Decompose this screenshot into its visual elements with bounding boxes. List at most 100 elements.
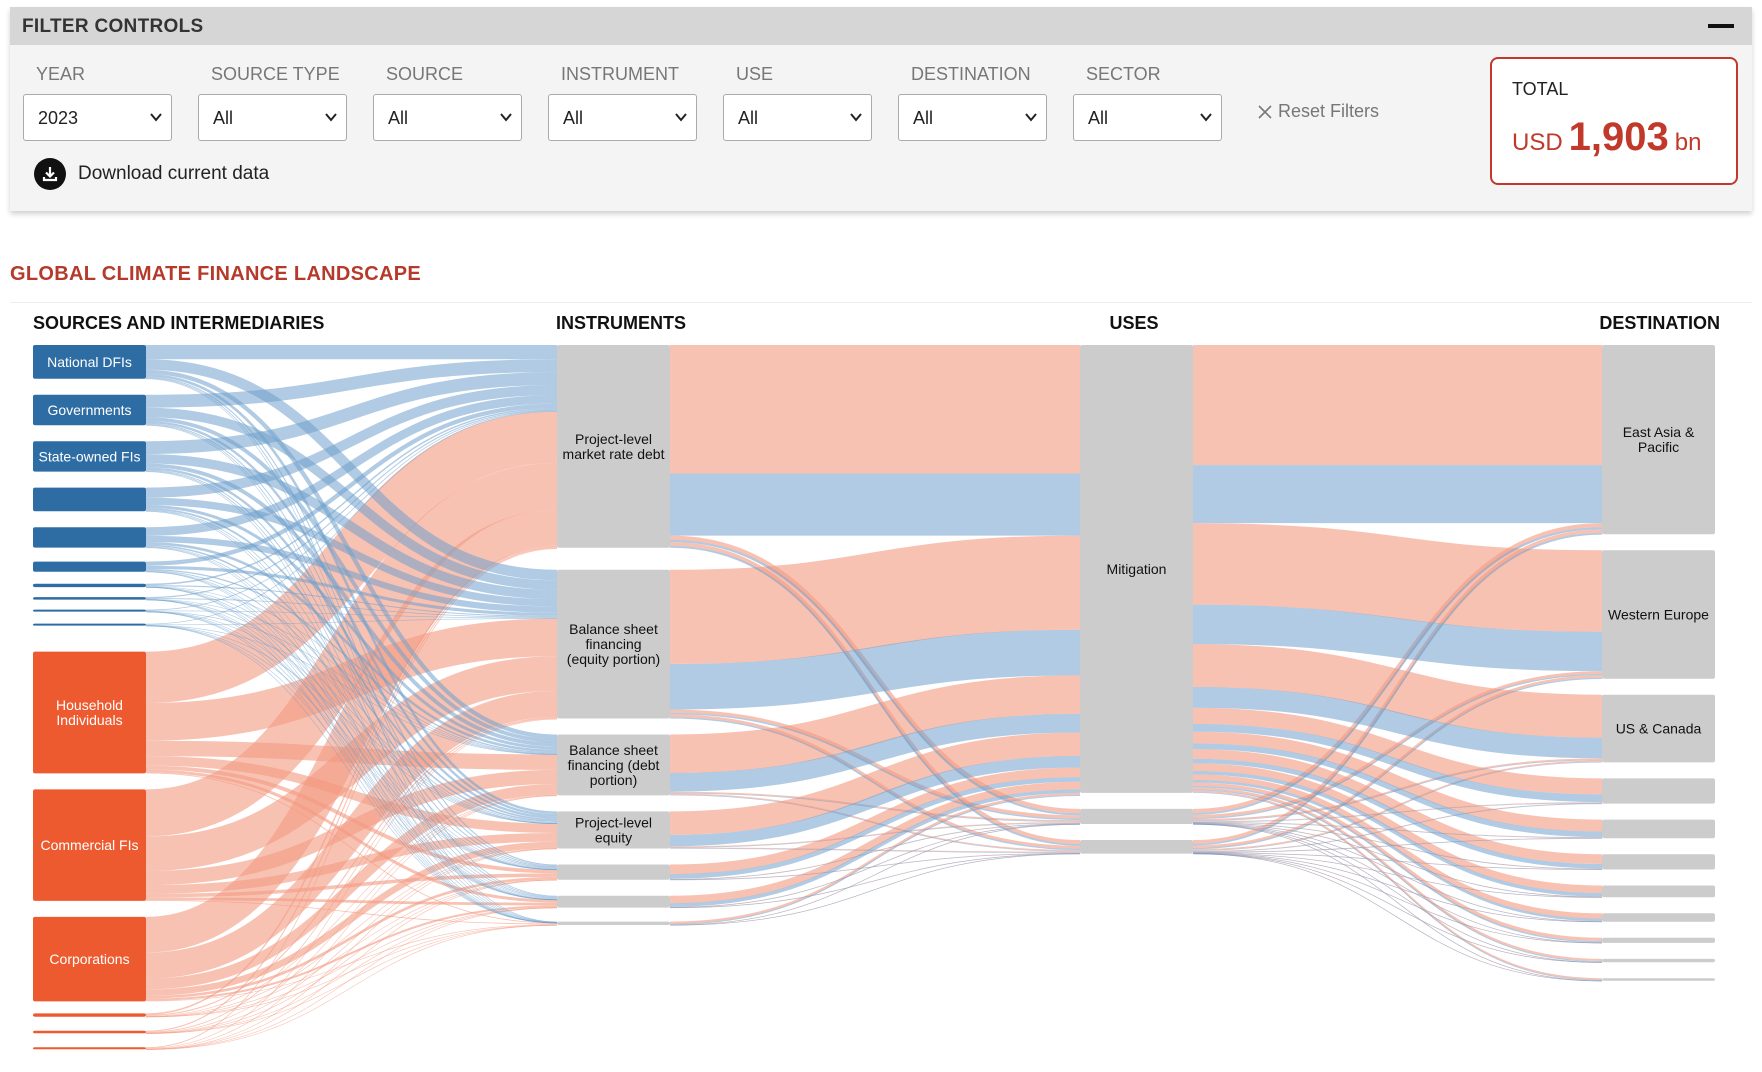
flow-link[interactable] (1192, 761, 1603, 852)
flow-link[interactable] (669, 709, 1081, 819)
flow-link[interactable] (145, 463, 558, 747)
flow-link[interactable] (669, 542, 1081, 844)
flow-link[interactable] (145, 924, 558, 1050)
flow-link[interactable] (145, 611, 558, 824)
flow-link[interactable] (145, 394, 558, 536)
node-national-dfis[interactable] (33, 345, 146, 379)
flow-link[interactable] (1192, 853, 1603, 963)
flow-link[interactable] (669, 535, 1081, 664)
collapse-icon[interactable] (1708, 24, 1734, 28)
flow-link[interactable] (1192, 785, 1603, 943)
flow-link[interactable] (145, 907, 558, 1050)
flow-link[interactable] (669, 629, 1081, 710)
flow-link[interactable] (145, 924, 558, 1034)
node[interactable] (1080, 840, 1193, 854)
flow-link[interactable] (145, 599, 558, 924)
flow-link[interactable] (145, 410, 558, 611)
node-state-owned-fis[interactable] (33, 441, 146, 472)
flow-link[interactable] (1192, 677, 1603, 850)
node[interactable] (33, 527, 146, 548)
flow-link[interactable] (145, 795, 558, 1050)
node-balance-sheet-financing-debt-portion[interactable] (557, 734, 670, 796)
flow-link[interactable] (145, 718, 558, 1049)
flow-link[interactable] (1192, 822, 1603, 839)
instrument-select[interactable]: All (548, 94, 697, 141)
flow-link[interactable] (145, 571, 558, 900)
flow-link[interactable] (1192, 853, 1603, 923)
flow-link[interactable] (145, 544, 558, 823)
flow-link[interactable] (145, 848, 558, 1034)
flow-link[interactable] (145, 586, 558, 754)
node[interactable] (557, 921, 670, 925)
flow-link[interactable] (145, 924, 558, 1018)
source-select[interactable]: All (373, 94, 522, 141)
flow-link[interactable] (145, 425, 558, 923)
flow-link[interactable] (145, 407, 558, 590)
flow-link[interactable] (145, 879, 558, 1018)
flow-link[interactable] (145, 848, 558, 1050)
flow-link[interactable] (669, 717, 1081, 851)
flow-link[interactable] (1192, 821, 1603, 838)
flow-link[interactable] (145, 625, 558, 871)
flow-link[interactable] (145, 841, 558, 996)
flow-link[interactable] (145, 407, 558, 586)
node-balance-sheet-financing-equity-portion[interactable] (557, 569, 670, 719)
source-type-select[interactable]: All (198, 94, 347, 141)
flow-link[interactable] (145, 509, 558, 869)
node[interactable] (33, 597, 146, 600)
flow-link[interactable] (1192, 671, 1603, 818)
flow-link[interactable] (1192, 759, 1603, 822)
flow-link[interactable] (145, 618, 558, 626)
flow-link[interactable] (1192, 770, 1603, 897)
node-corporations[interactable] (33, 916, 146, 1002)
flow-link[interactable] (145, 598, 558, 755)
flow-link[interactable] (145, 409, 558, 599)
flow-link[interactable] (669, 823, 1081, 880)
flow-link[interactable] (145, 611, 558, 755)
flow-link[interactable] (669, 848, 1081, 854)
flow-link[interactable] (145, 377, 558, 897)
flow-link[interactable] (145, 599, 558, 824)
node[interactable] (33, 583, 146, 588)
year-select[interactable]: 2023 (23, 94, 172, 141)
flow-link[interactable] (1192, 758, 1603, 869)
flow-link[interactable] (145, 504, 558, 750)
flow-link[interactable] (1192, 823, 1603, 944)
flow-link[interactable] (145, 372, 558, 455)
flow-link[interactable] (1192, 731, 1603, 832)
flow-link[interactable] (669, 767, 1081, 875)
flow-link[interactable] (1192, 802, 1603, 852)
flow-link[interactable] (145, 454, 558, 600)
flow-link[interactable] (1192, 760, 1603, 851)
flow-link[interactable] (669, 822, 1081, 848)
use-select[interactable]: All (723, 94, 872, 141)
flow-link[interactable] (145, 905, 558, 1001)
flow-link[interactable] (669, 822, 1081, 848)
node[interactable] (1602, 937, 1715, 943)
flow-link[interactable] (145, 794, 558, 1017)
flow-link[interactable] (145, 599, 558, 870)
flow-link[interactable] (1192, 523, 1603, 632)
flow-link[interactable] (1192, 823, 1603, 898)
flow-link[interactable] (669, 794, 1081, 852)
node[interactable] (1602, 978, 1715, 981)
flow-link[interactable] (1192, 779, 1603, 922)
flow-link[interactable] (145, 535, 558, 613)
flow-link[interactable] (669, 853, 1081, 881)
flow-link[interactable] (145, 599, 558, 901)
node[interactable] (1602, 854, 1715, 870)
node[interactable] (1602, 913, 1715, 922)
flow-link[interactable] (669, 713, 1081, 792)
flow-link[interactable] (145, 611, 558, 901)
node-mitigation[interactable] (1080, 345, 1193, 793)
flow-link[interactable] (1192, 532, 1603, 846)
flow-link[interactable] (145, 569, 558, 754)
node[interactable] (557, 895, 670, 908)
flow-link[interactable] (145, 359, 558, 408)
flow-link[interactable] (1192, 852, 1603, 870)
flow-link[interactable] (1192, 707, 1603, 795)
node-project-level-market-rate-debt[interactable] (557, 345, 670, 548)
flow-link[interactable] (1192, 686, 1603, 759)
node-household-individuals[interactable] (33, 651, 146, 774)
flow-link[interactable] (1192, 527, 1603, 815)
